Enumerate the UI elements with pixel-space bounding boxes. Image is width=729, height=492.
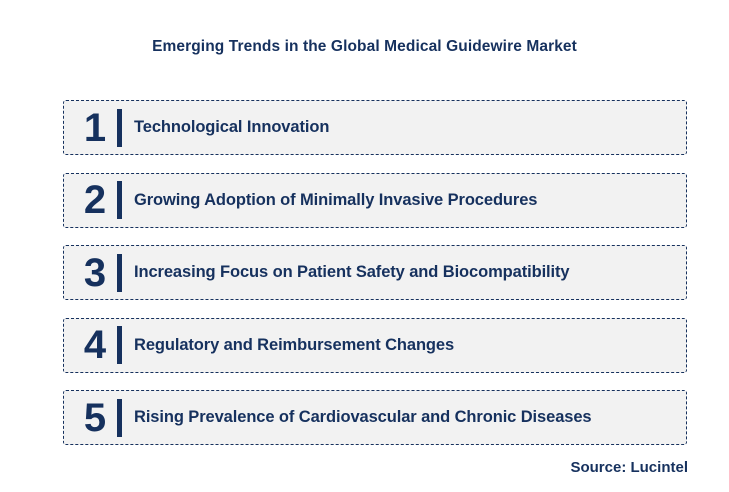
trend-number: 3 [83,250,107,295]
trend-label: Regulatory and Reimbursement Changes [134,335,455,354]
trend-number: 2 [83,178,107,222]
divider-bar [117,253,122,292]
trend-number: 4 [83,323,107,367]
chart-title: Emerging Trends in the Global Medical Gu… [152,38,577,55]
divider-bar [117,181,122,219]
trend-list: 1 Technological Innovation 2 Growing Ado… [63,100,687,445]
trend-number: 1 [83,105,107,150]
trend-row-3: 3 Increasing Focus on Patient Safety and… [63,245,687,300]
divider-bar [117,108,122,147]
trend-row-4: 4 Regulatory and Reimbursement Changes [63,317,687,373]
divider-bar [117,326,122,364]
trend-label: Rising Prevalence of Cardiovascular and … [134,408,592,426]
trend-number: 5 [83,395,107,440]
trend-label: Technological Innovation [134,118,330,136]
trend-row-1: 1 Technological Innovation [63,100,687,155]
source-credit: Source: Lucintel [570,459,688,476]
trend-row-2: 2 Growing Adoption of Minimally Invasive… [63,172,687,228]
divider-bar [117,398,122,437]
trend-row-5: 5 Rising Prevalence of Cardiovascular an… [63,390,687,445]
trend-label: Growing Adoption of Minimally Invasive P… [134,190,538,209]
trend-label: Increasing Focus on Patient Safety and B… [134,263,570,281]
